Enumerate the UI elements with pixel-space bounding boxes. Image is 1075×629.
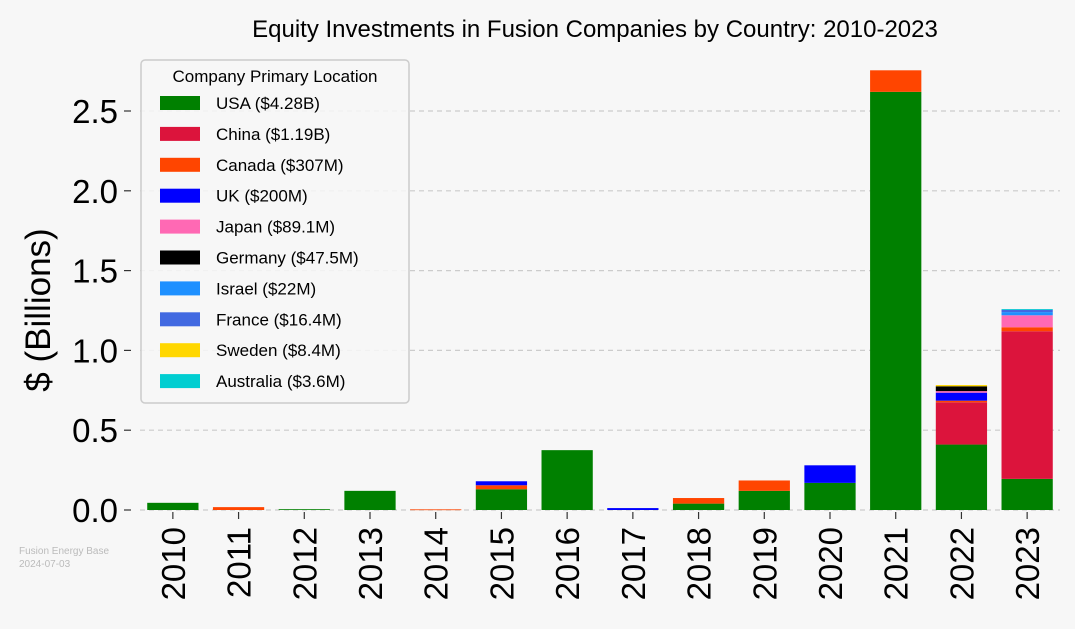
bar-segment	[475, 485, 528, 490]
y-axis-label: $ (Billions)	[19, 228, 58, 391]
bar-segment	[738, 490, 790, 510]
legend-swatch	[160, 157, 200, 172]
y-tick-label: 0.5	[72, 412, 118, 449]
y-tick-label: 1.5	[72, 253, 118, 290]
x-tick-label: 2013	[352, 527, 389, 600]
legend-items: USA ($4.28B) China ($1.19B) Canada ($307M)…	[160, 94, 359, 391]
bar-segment	[672, 503, 725, 510]
bar-segment	[935, 385, 988, 387]
legend-label: Israel ($22M)	[216, 279, 316, 298]
x-tick-label: 2011	[221, 527, 258, 598]
legend-label: China ($1.19B)	[216, 125, 330, 144]
legend-label: Germany ($47.5M)	[216, 249, 359, 268]
legend-swatch	[160, 126, 200, 141]
legend: Company Primary Location USA ($4.28B) Chi…	[140, 59, 410, 404]
bar-segment	[804, 482, 856, 510]
legend-swatch	[160, 250, 200, 265]
x-tick-label: 2021	[878, 527, 915, 600]
chart-title: Equity Investments in Fusion Companies b…	[252, 16, 938, 43]
bar-segment	[1001, 309, 1053, 310]
y-tick-label: 2.0	[72, 173, 118, 210]
x-tick-label: 2022	[943, 527, 980, 600]
bar-segment	[935, 391, 988, 393]
x-tick-label: 2016	[549, 527, 586, 600]
y-axis-ticks: 0.0 0.5 1.0 1.5 2.0 2.5	[72, 93, 131, 529]
legend-swatch	[160, 312, 200, 327]
legend-swatch	[160, 188, 200, 203]
bar-segment	[1001, 312, 1053, 316]
bar-segment	[344, 490, 396, 510]
x-tick-label: 2019	[746, 527, 783, 600]
legend-label: Japan ($89.1M)	[216, 218, 335, 237]
bar-segment	[935, 386, 988, 392]
bar-segment	[870, 91, 922, 511]
bar-segment	[1001, 478, 1053, 510]
legend-label: Canada ($307M)	[216, 156, 344, 175]
bar-segment	[1001, 331, 1053, 479]
x-tick-label: 2018	[681, 527, 718, 600]
bar-segment	[935, 402, 988, 445]
x-axis-ticks: 2010 2011 2012 2013 2014 2015 2016 2017 2018 2019…	[155, 512, 1046, 600]
bar-segment	[870, 70, 922, 92]
watermark-line-1: Fusion Energy Base	[19, 546, 109, 557]
legend-swatch	[160, 96, 200, 110]
bar-segment	[935, 392, 988, 401]
x-tick-label: 2012	[286, 527, 323, 600]
legend-box	[140, 59, 410, 404]
bar-segment	[1001, 309, 1053, 313]
x-tick-label: 2010	[155, 527, 192, 600]
legend-label: USA ($4.28B)	[216, 94, 320, 113]
bar-segment	[738, 480, 790, 491]
bar-segment	[935, 400, 988, 403]
watermark-line-2: 2024-07-03	[19, 559, 71, 570]
x-tick-label: 2017	[615, 527, 652, 600]
legend-swatch	[160, 281, 200, 296]
bars	[147, 70, 1053, 511]
legend-label: Australia ($3.6M)	[216, 372, 345, 391]
bar-segment	[935, 444, 988, 510]
x-tick-label: 2020	[812, 527, 849, 600]
legend-swatch	[160, 219, 200, 234]
bar-segment	[1001, 315, 1053, 328]
bar-segment	[475, 481, 528, 486]
bar-segment	[278, 509, 330, 511]
legend-title: Company Primary Location	[172, 67, 377, 86]
legend-swatch	[160, 343, 200, 358]
y-tick-label: 1.0	[72, 332, 118, 369]
y-tick-label: 0.0	[72, 492, 118, 529]
bar-segment	[1001, 327, 1053, 332]
bar-segment	[672, 498, 725, 504]
bar-segment	[804, 465, 856, 483]
x-tick-label: 2015	[483, 527, 520, 600]
bar-segment	[212, 507, 265, 510]
legend-label: Sweden ($8.4M)	[216, 341, 341, 360]
legend-swatch	[160, 374, 200, 389]
bar-segment	[410, 509, 462, 511]
x-tick-label: 2014	[418, 527, 455, 600]
bar-segment	[475, 489, 528, 510]
bar-segment	[607, 508, 659, 510]
y-tick-label: 2.5	[72, 93, 118, 130]
x-tick-label: 2023	[1009, 527, 1046, 600]
bar-segment	[541, 450, 593, 510]
legend-label: France ($16.4M)	[216, 310, 342, 329]
bar-segment	[147, 502, 199, 510]
legend-label: UK ($200M)	[216, 187, 308, 206]
